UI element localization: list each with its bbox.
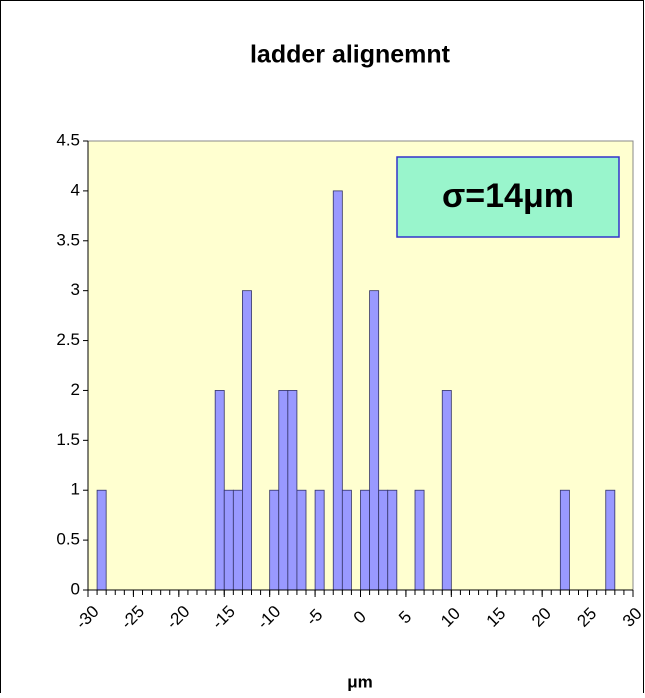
bar — [314, 489, 325, 591]
y-tick-label: 4.5 — [56, 130, 80, 149]
bar — [223, 489, 234, 591]
bar — [269, 489, 280, 591]
y-tick-label: 4 — [71, 180, 80, 199]
bar — [242, 290, 252, 591]
y-tick-label: 3.5 — [56, 230, 80, 249]
bar — [278, 390, 289, 591]
annotation: σ=14μm — [442, 177, 574, 215]
bar — [605, 489, 616, 591]
y-tick-label: 0 — [71, 579, 80, 598]
y-tick-label: 1.5 — [56, 430, 80, 449]
y-tick-label: 3 — [71, 280, 80, 299]
bar — [232, 489, 243, 591]
annotation-box — [396, 156, 620, 238]
bar — [96, 489, 107, 591]
x-axis-label: μm — [347, 672, 373, 691]
bar — [378, 489, 389, 591]
chart-title: ladder alignemnt — [250, 41, 451, 69]
bar — [332, 190, 343, 591]
y-tick-label: 2 — [71, 380, 80, 399]
bar — [287, 390, 298, 591]
y-tick-label: 2.5 — [56, 330, 80, 349]
bar — [360, 489, 370, 591]
bar — [387, 489, 398, 591]
bar — [559, 489, 570, 591]
bar — [214, 390, 225, 591]
bar — [441, 390, 452, 591]
bar — [296, 489, 307, 591]
bar — [369, 290, 380, 591]
bar — [414, 489, 425, 591]
bar — [341, 489, 352, 591]
y-tick-label: 1 — [71, 480, 80, 499]
y-tick-label: 0.5 — [56, 530, 80, 549]
